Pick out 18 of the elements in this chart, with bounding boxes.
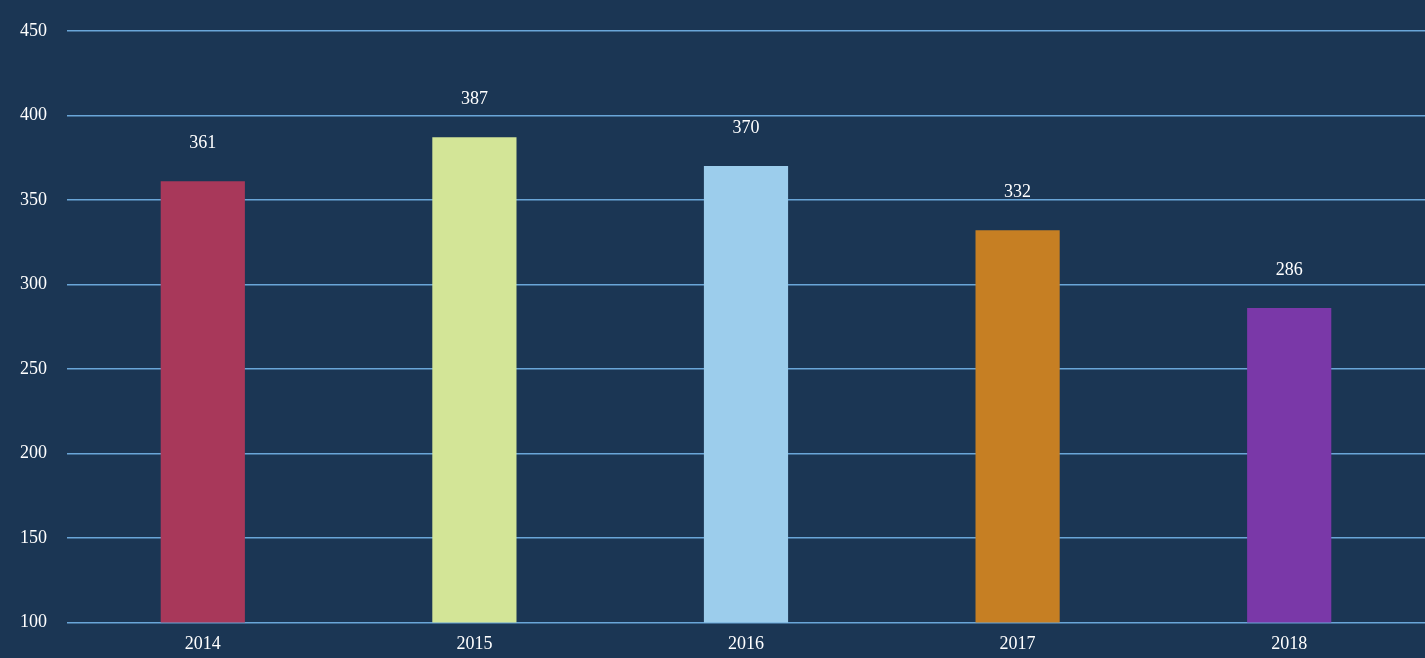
- y-tick-label: 350: [20, 188, 47, 209]
- x-tick-label: 2018: [1271, 632, 1308, 653]
- y-tick-label: 400: [20, 104, 47, 125]
- y-tick-label: 250: [20, 357, 47, 378]
- data-label: 286: [1275, 258, 1303, 279]
- data-label: 387: [460, 88, 488, 109]
- y-tick-label: 300: [20, 273, 47, 294]
- y-tick-label: 200: [20, 442, 47, 463]
- y-tick-label: 100: [20, 611, 47, 632]
- data-label: 361: [189, 131, 217, 152]
- x-tick-label: 2014: [184, 632, 221, 653]
- x-tick-label: 2015: [456, 632, 493, 653]
- y-tick-label: 150: [20, 526, 47, 547]
- x-tick-label: 2017: [999, 632, 1036, 653]
- x-tick-label: 2016: [728, 632, 764, 653]
- y-tick-label: 450: [20, 19, 47, 40]
- data-label: 370: [732, 116, 760, 137]
- data-label: 332: [1004, 180, 1032, 201]
